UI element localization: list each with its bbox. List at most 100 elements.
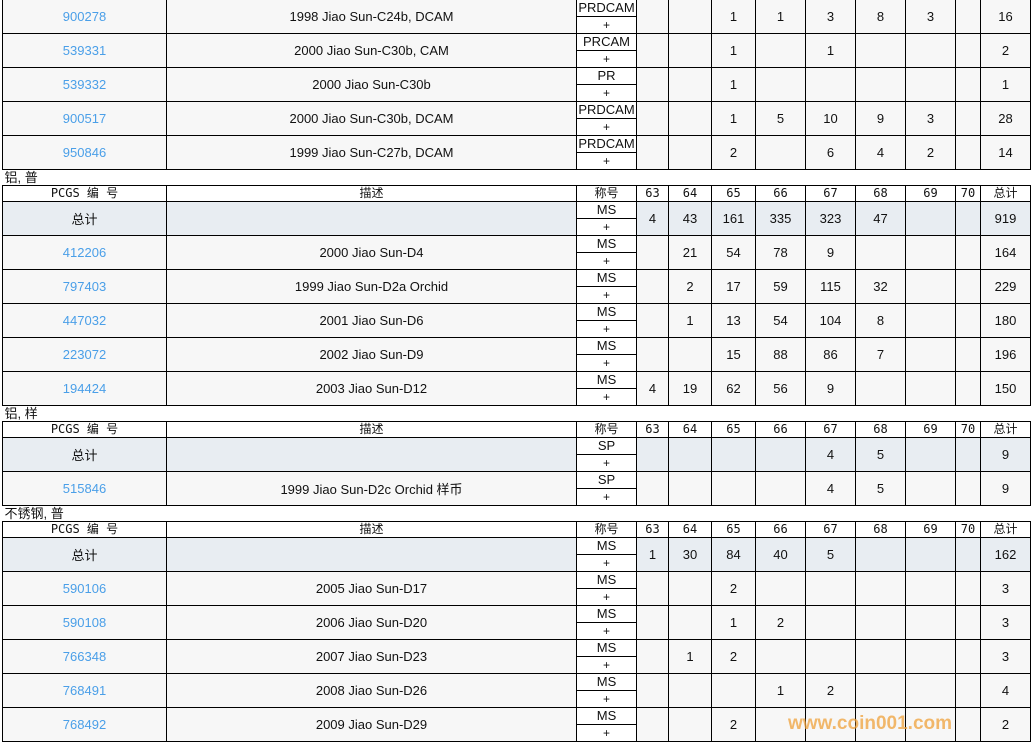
header-description: 描述 (166, 421, 577, 438)
description: 2003 Jiao Sun-D12 (166, 371, 577, 406)
grade-count-65 (711, 673, 756, 708)
pcgs-number-cell: 539331 (2, 33, 167, 68)
grade-count-68: 8 (855, 303, 906, 338)
header-grade-68: 68 (855, 185, 906, 202)
grade-count-69 (905, 605, 956, 640)
table-row: 447032 2001 Jiao Sun-D6 MS +1 13 54 104 8 180 (2, 303, 1031, 338)
pcgs-number-link[interactable]: 539331 (62, 43, 107, 58)
table-row: 539331 2000 Jiao Sun-C30b, CAM PRCAM +1 1 2 (2, 33, 1031, 68)
description: 1999 Jiao Sun-D2a Orchid (166, 269, 577, 304)
pcgs-number-link[interactable]: 590108 (62, 615, 107, 630)
pcgs-number-link[interactable]: 223072 (62, 347, 107, 362)
designation-label: SP (576, 438, 637, 455)
grade-count-67 (805, 67, 856, 102)
table-row: 797403 1999 Jiao Sun-D2a Orchid MS +2 17 59 11… (2, 269, 1031, 304)
grade-count-69 (905, 471, 956, 506)
designation-label: MS (576, 236, 637, 253)
watermark: www.coin001.com (788, 713, 953, 734)
pcgs-number-cell: 768491 (2, 673, 167, 708)
plus-label: + (602, 288, 610, 302)
grade-count-66: 1 (755, 0, 806, 34)
description: 1999 Jiao Sun-C27b, DCAM (166, 135, 577, 170)
grade-count-66 (755, 471, 806, 506)
grade-count-68 (855, 673, 906, 708)
table-row: 768492 2009 Jiao Sun-D29 MS +2 2 (2, 707, 1031, 742)
grade-count-67: 3 (805, 0, 856, 34)
designation-label: MS (576, 640, 637, 657)
grade-count-69 (905, 33, 956, 68)
grade-count-70 (955, 571, 981, 606)
table-row: 900278 1998 Jiao Sun-C24b, DCAM PRDCAM +1 1 3… (2, 0, 1031, 34)
pcgs-number-cell: 447032 (2, 303, 167, 338)
grade-count-69 (905, 437, 956, 472)
grade-count-64 (668, 605, 712, 640)
description: 2000 Jiao Sun-C30b (166, 67, 577, 102)
grade-count-69 (905, 337, 956, 372)
pcgs-number-cell: 515846 (2, 471, 167, 506)
pcgs-number-link[interactable]: 447032 (62, 313, 107, 328)
pcgs-number-link[interactable]: 194424 (62, 381, 107, 396)
grade-count-63 (636, 437, 669, 472)
pcgs-number-link[interactable]: 539332 (62, 77, 107, 92)
header-pcgs: PCGS 编 号 (2, 521, 167, 538)
description: 2000 Jiao Sun-C30b, DCAM (166, 101, 577, 136)
pcgs-number-cell: 900517 (2, 101, 167, 136)
table-row: 768491 2008 Jiao Sun-D26 MS +1 2 4 (2, 673, 1031, 708)
header-grade-70: 70 (955, 521, 981, 538)
grade-count-64 (668, 471, 712, 506)
plus-label: + (602, 254, 610, 268)
pcgs-number-link[interactable]: 768492 (62, 717, 107, 732)
row-total: 14 (980, 135, 1031, 170)
pcgs-number-cell: 900278 (2, 0, 167, 34)
grade-count-66 (755, 639, 806, 674)
plus-label: + (602, 556, 610, 570)
pcgs-number-cell: 766348 (2, 639, 167, 674)
pcgs-number-link[interactable]: 768491 (62, 683, 107, 698)
plus-label: + (602, 390, 610, 404)
total-label: 总计 (2, 201, 167, 236)
grade-count-67: 104 (805, 303, 856, 338)
row-total: 150 (980, 371, 1031, 406)
table-row: 950846 1999 Jiao Sun-C27b, DCAM PRDCAM +2 6 4… (2, 135, 1031, 170)
pcgs-number-link[interactable]: 797403 (62, 279, 107, 294)
grade-count-63 (636, 571, 669, 606)
table-row: 539332 2000 Jiao Sun-C30b PR +1 1 (2, 67, 1031, 102)
designation: MS + (576, 674, 637, 707)
row-total: 4 (980, 673, 1031, 708)
description: 2008 Jiao Sun-D26 (166, 673, 577, 708)
pcgs-number-link[interactable]: 900278 (62, 9, 107, 24)
grade-count-67: 323 (805, 201, 856, 236)
grade-count-64 (668, 337, 712, 372)
grade-count-69 (905, 67, 956, 102)
pcgs-number-link[interactable]: 590106 (62, 581, 107, 596)
section-label: 铝, 样 (2, 405, 1031, 422)
pcgs-number-link[interactable]: 900517 (62, 111, 107, 126)
pcgs-number-cell: 223072 (2, 337, 167, 372)
row-total: 164 (980, 235, 1031, 270)
header-total: 总计 (980, 185, 1031, 202)
pcgs-number-link[interactable]: 515846 (62, 481, 107, 496)
header-grade-65: 65 (711, 521, 756, 538)
grade-count-64: 30 (668, 537, 712, 572)
grade-count-63: 4 (636, 371, 669, 406)
grade-count-64 (668, 571, 712, 606)
grade-count-67 (805, 707, 856, 742)
grade-count-63 (636, 235, 669, 270)
pcgs-number-link[interactable]: 412206 (62, 245, 107, 260)
pcgs-number-link[interactable]: 950846 (62, 145, 107, 160)
grade-count-68: 4 (855, 135, 906, 170)
designation: MS + (576, 236, 637, 269)
section-label-row: 不锈钢, 普 (2, 505, 1031, 522)
grade-count-66: 5 (755, 101, 806, 136)
designation-label: MS (576, 338, 637, 355)
header-designation: 称号 (576, 185, 637, 202)
section-label-row: 铝, 普 (2, 169, 1031, 186)
header-grade-64: 64 (668, 521, 712, 538)
grade-count-70 (955, 0, 981, 34)
grade-count-70 (955, 269, 981, 304)
pcgs-number-link[interactable]: 766348 (62, 649, 107, 664)
grade-count-65: 1 (711, 101, 756, 136)
designation: MS + (576, 338, 637, 371)
designation-cell: PRDCAM + (576, 135, 637, 170)
header-pcgs: PCGS 编 号 (2, 421, 167, 438)
